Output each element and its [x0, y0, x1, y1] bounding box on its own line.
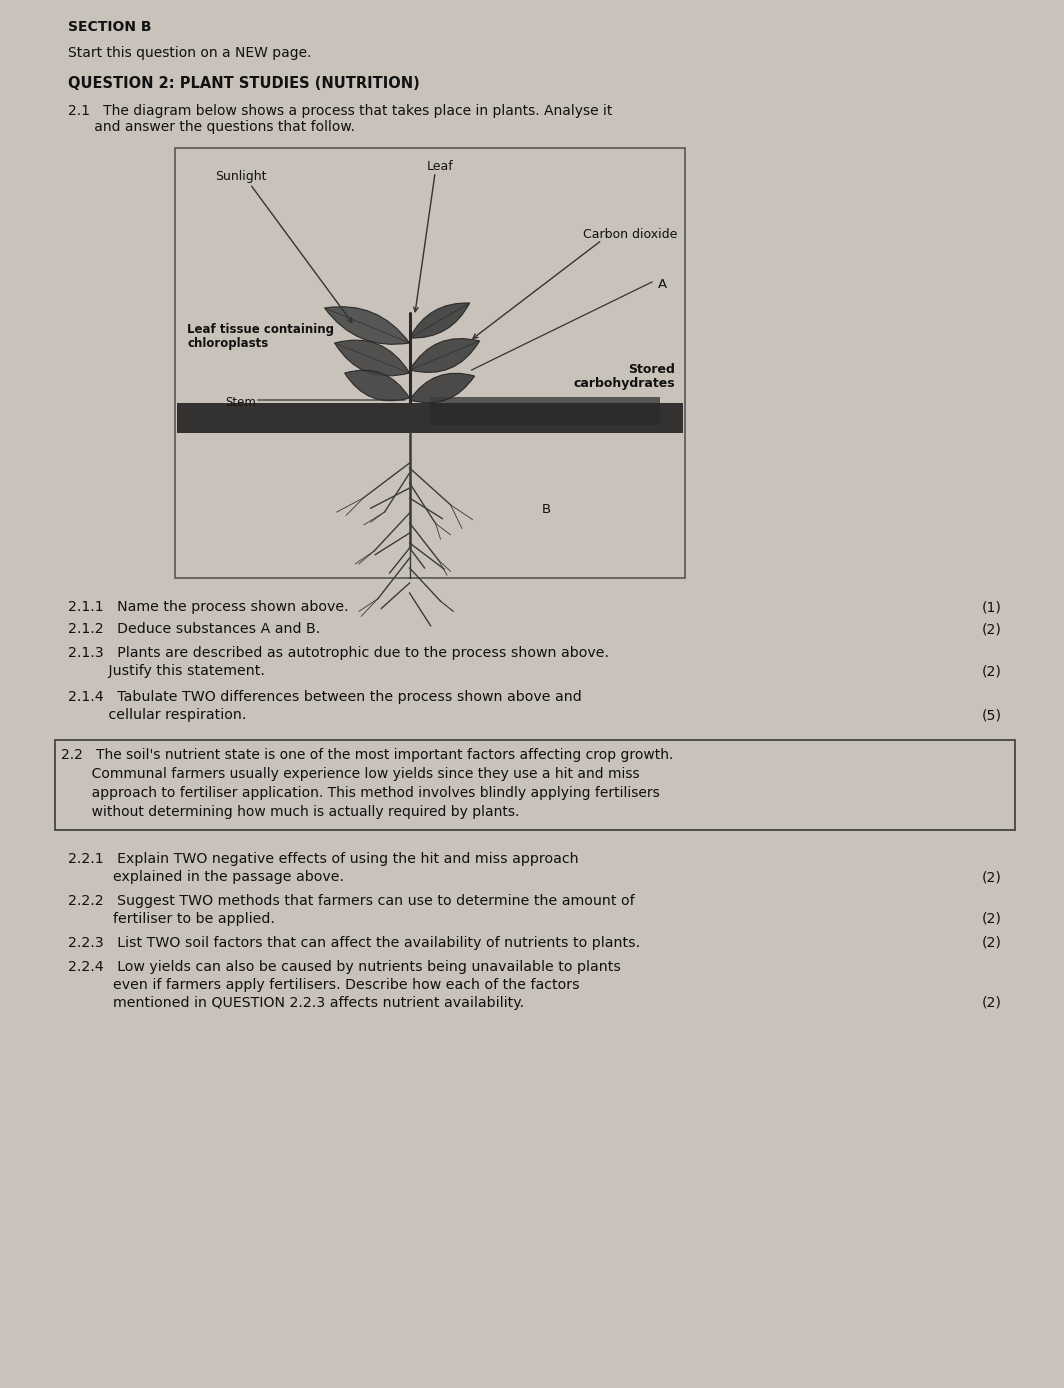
- Text: SECTION B: SECTION B: [68, 19, 151, 33]
- Text: carbohydrates: carbohydrates: [573, 378, 675, 390]
- Text: cellular respiration.: cellular respiration.: [68, 708, 247, 722]
- Text: 2.1.4   Tabulate TWO differences between the process shown above and: 2.1.4 Tabulate TWO differences between t…: [68, 690, 582, 704]
- Text: Sunlight: Sunlight: [215, 169, 266, 183]
- Bar: [430, 397, 660, 425]
- Text: mentioned in QUESTION 2.2.3 affects nutrient availability.: mentioned in QUESTION 2.2.3 affects nutr…: [68, 997, 525, 1010]
- Text: B: B: [543, 502, 551, 516]
- Bar: [55, 740, 1015, 830]
- Bar: [174, 149, 685, 577]
- Text: 2.2   The soil's nutrient state is one of the most important factors affecting c: 2.2 The soil's nutrient state is one of …: [61, 748, 674, 762]
- Text: Start this question on a NEW page.: Start this question on a NEW page.: [68, 46, 312, 60]
- Text: Stored: Stored: [628, 364, 675, 376]
- Text: (2): (2): [982, 663, 1002, 677]
- Text: explained in the passage above.: explained in the passage above.: [68, 870, 344, 884]
- PathPatch shape: [410, 373, 475, 403]
- Text: 2.2.1   Explain TWO negative effects of using the hit and miss approach: 2.2.1 Explain TWO negative effects of us…: [68, 852, 579, 866]
- Text: (5): (5): [982, 708, 1002, 722]
- Text: 2.2.4   Low yields can also be caused by nutrients being unavailable to plants: 2.2.4 Low yields can also be caused by n…: [68, 960, 621, 974]
- Text: QUESTION 2: PLANT STUDIES (NUTRITION): QUESTION 2: PLANT STUDIES (NUTRITION): [68, 76, 420, 92]
- Text: 2.2.3   List TWO soil factors that can affect the availability of nutrients to p: 2.2.3 List TWO soil factors that can aff…: [68, 936, 641, 949]
- PathPatch shape: [345, 371, 410, 401]
- Text: without determining how much is actually required by plants.: without determining how much is actually…: [61, 805, 519, 819]
- Text: 2.1.1   Name the process shown above.: 2.1.1 Name the process shown above.: [68, 600, 349, 613]
- Text: 2.1.2   Deduce substances A and B.: 2.1.2 Deduce substances A and B.: [68, 622, 320, 636]
- Text: Leaf: Leaf: [427, 160, 453, 174]
- Text: (2): (2): [982, 870, 1002, 884]
- Text: Carbon dioxide: Carbon dioxide: [583, 228, 677, 242]
- Text: 2.2.2   Suggest TWO methods that farmers can use to determine the amount of: 2.2.2 Suggest TWO methods that farmers c…: [68, 894, 634, 908]
- Text: Leaf tissue containing: Leaf tissue containing: [187, 323, 334, 336]
- Text: (2): (2): [982, 912, 1002, 926]
- Text: Communal farmers usually experience low yields since they use a hit and miss: Communal farmers usually experience low …: [61, 768, 639, 781]
- PathPatch shape: [325, 307, 410, 344]
- Text: fertiliser to be applied.: fertiliser to be applied.: [68, 912, 275, 926]
- Text: and answer the questions that follow.: and answer the questions that follow.: [68, 119, 355, 135]
- PathPatch shape: [410, 339, 480, 372]
- Text: 2.1.3   Plants are described as autotrophic due to the process shown above.: 2.1.3 Plants are described as autotrophi…: [68, 645, 609, 661]
- Text: chloroplasts: chloroplasts: [187, 337, 268, 350]
- PathPatch shape: [334, 340, 410, 376]
- Text: Justify this statement.: Justify this statement.: [68, 663, 265, 677]
- Text: A: A: [658, 278, 667, 291]
- Text: (2): (2): [982, 997, 1002, 1010]
- Text: Stem: Stem: [225, 396, 255, 409]
- Bar: [177, 403, 683, 433]
- PathPatch shape: [410, 303, 469, 339]
- Text: approach to fertiliser application. This method involves blindly applying fertil: approach to fertiliser application. This…: [61, 786, 660, 799]
- Text: even if farmers apply fertilisers. Describe how each of the factors: even if farmers apply fertilisers. Descr…: [68, 979, 580, 992]
- Text: (1): (1): [982, 600, 1002, 613]
- Text: (2): (2): [982, 622, 1002, 636]
- Text: 2.1   The diagram below shows a process that takes place in plants. Analyse it: 2.1 The diagram below shows a process th…: [68, 104, 613, 118]
- Text: (2): (2): [982, 936, 1002, 949]
